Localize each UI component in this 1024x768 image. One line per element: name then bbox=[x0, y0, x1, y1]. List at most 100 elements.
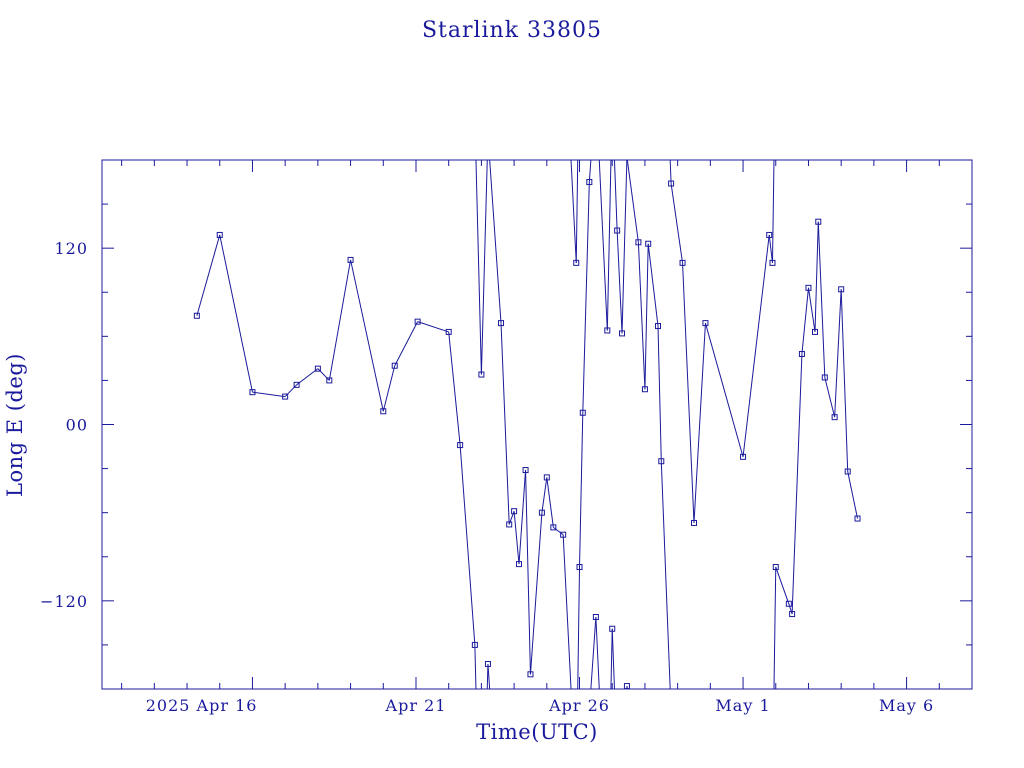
data-point bbox=[785, 600, 792, 607]
series-segment bbox=[518, 470, 527, 565]
series-segment bbox=[553, 526, 564, 536]
data-point bbox=[445, 328, 452, 335]
y-axis-title: Long E (deg) bbox=[3, 353, 27, 497]
series-segment bbox=[448, 331, 461, 446]
data-point bbox=[635, 239, 642, 246]
data-point bbox=[527, 671, 534, 678]
data-point bbox=[249, 389, 256, 396]
data-point bbox=[347, 256, 354, 263]
data-point bbox=[702, 320, 709, 327]
x-tick-label: Apr 21 bbox=[385, 696, 447, 715]
data-point bbox=[471, 641, 478, 648]
data-point bbox=[522, 467, 529, 474]
series-segment bbox=[296, 368, 319, 386]
series-segment bbox=[801, 287, 809, 355]
series-segment bbox=[475, 159, 482, 375]
data-point bbox=[457, 442, 464, 449]
data-point bbox=[668, 180, 675, 187]
data-point bbox=[641, 386, 648, 393]
data-point bbox=[506, 521, 513, 528]
series-segment bbox=[474, 644, 477, 690]
data-point bbox=[812, 328, 819, 335]
data-point bbox=[740, 453, 747, 460]
data-point bbox=[838, 286, 845, 293]
series-segment bbox=[616, 230, 623, 334]
data-point bbox=[645, 240, 652, 247]
series-segment bbox=[328, 259, 352, 381]
series-segment bbox=[562, 534, 572, 690]
series-segment bbox=[807, 287, 816, 332]
data-point bbox=[550, 524, 557, 531]
series-segment bbox=[459, 445, 476, 645]
chart-title: Starlink 33805 bbox=[422, 18, 602, 43]
series-segment bbox=[847, 471, 859, 519]
series-group bbox=[193, 159, 861, 690]
data-point bbox=[844, 468, 851, 475]
data-point bbox=[679, 259, 686, 266]
series-segment bbox=[480, 159, 488, 375]
data-point bbox=[380, 408, 387, 415]
data-point bbox=[511, 508, 518, 515]
series-segment bbox=[575, 159, 579, 263]
series-segment bbox=[546, 477, 554, 528]
data-point bbox=[831, 414, 838, 421]
series-segment bbox=[570, 159, 577, 263]
data-point bbox=[516, 561, 523, 568]
data-point bbox=[326, 377, 333, 384]
series-segment bbox=[657, 326, 662, 462]
series-segment bbox=[670, 183, 684, 263]
series-segment bbox=[775, 566, 790, 604]
y-tick-label: 120 bbox=[54, 239, 88, 258]
data-point bbox=[216, 231, 223, 238]
x-tick-label: 2025 Apr 16 bbox=[146, 696, 258, 715]
data-point bbox=[314, 365, 321, 372]
series-segment bbox=[693, 323, 706, 523]
data-point bbox=[609, 625, 616, 632]
data-point bbox=[579, 409, 586, 416]
series-segment bbox=[579, 412, 584, 568]
x-axis-title: Time(UTC) bbox=[476, 720, 598, 744]
x-tick-label: May 6 bbox=[879, 696, 934, 715]
data-point bbox=[576, 564, 583, 571]
series-segment bbox=[588, 159, 592, 183]
y-tick-label: 00 bbox=[66, 416, 88, 435]
data-point bbox=[769, 259, 776, 266]
data-point bbox=[414, 318, 421, 325]
series-segment bbox=[487, 663, 491, 690]
series-segment bbox=[541, 477, 548, 513]
data-point bbox=[614, 227, 621, 234]
series-segment bbox=[788, 603, 793, 615]
data-point bbox=[586, 179, 593, 186]
data-point bbox=[293, 381, 300, 388]
series-segment bbox=[814, 221, 819, 332]
data-point bbox=[821, 374, 828, 381]
series-segment bbox=[644, 243, 649, 390]
series-segment bbox=[824, 377, 836, 418]
data-point bbox=[854, 515, 861, 522]
series-segment bbox=[500, 323, 510, 525]
series-segment bbox=[394, 321, 419, 366]
series-segment bbox=[417, 321, 449, 333]
series-segment bbox=[742, 234, 770, 457]
series-segment bbox=[252, 391, 286, 398]
data-point bbox=[619, 330, 626, 337]
series-segment bbox=[682, 262, 695, 523]
data-point bbox=[658, 458, 665, 465]
series-segment bbox=[817, 221, 826, 378]
data-point bbox=[478, 371, 485, 378]
data-point bbox=[798, 350, 805, 357]
data-point bbox=[690, 519, 697, 526]
y-tick-label: −120 bbox=[40, 592, 88, 611]
series-segment bbox=[525, 470, 531, 675]
series-segment bbox=[768, 234, 773, 263]
series-segment bbox=[513, 511, 520, 565]
series-segment bbox=[613, 159, 618, 231]
series-segment bbox=[489, 159, 502, 324]
series-segment bbox=[637, 242, 646, 390]
series-segment bbox=[350, 259, 384, 412]
series-segment bbox=[598, 159, 608, 331]
series-segment bbox=[577, 567, 581, 690]
data-point bbox=[538, 509, 545, 516]
data-point bbox=[484, 661, 491, 668]
